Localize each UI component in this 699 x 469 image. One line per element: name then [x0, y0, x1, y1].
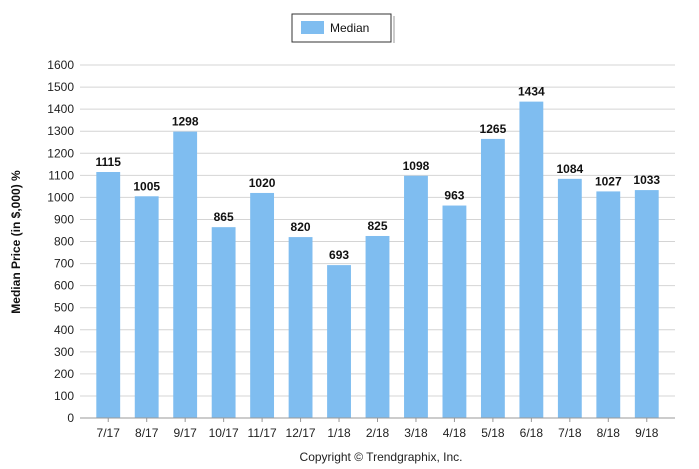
x-tick-label: 4/18 — [443, 426, 467, 440]
bar-9/18 — [634, 190, 659, 418]
bar-10/17 — [211, 227, 236, 418]
data-label-9/17: 1298 — [172, 115, 199, 129]
x-tick-label: 2/18 — [366, 426, 390, 440]
data-labels: 1115 1005 1298 865 1020 820 693 825 1098 963 1265 1… — [96, 85, 661, 262]
data-label-8/17: 1005 — [133, 179, 160, 193]
x-tick-label: 11/17 — [248, 426, 277, 440]
y-tick-label: 1000 — [47, 190, 74, 204]
bar-8/18 — [596, 191, 621, 418]
y-tick-label: 100 — [54, 389, 74, 403]
legend: Median — [291, 13, 395, 43]
y-tick-label: 0 — [67, 411, 74, 425]
x-tick-label: 7/18 — [558, 426, 582, 440]
data-label-4/18: 963 — [444, 189, 464, 203]
y-tick-label: 1500 — [47, 80, 74, 94]
legend-swatch — [301, 21, 324, 34]
y-tick-label: 1200 — [47, 146, 74, 160]
y-tick-label: 1600 — [47, 58, 74, 72]
data-label-6/18: 1434 — [518, 85, 545, 99]
x-tick-label: 8/17 — [135, 426, 159, 440]
x-tick-label: 9/17 — [173, 426, 197, 440]
x-tick-label: 6/18 — [520, 426, 544, 440]
bar-7/18 — [557, 178, 582, 418]
bar-7/17 — [96, 172, 121, 418]
data-label-2/18: 825 — [367, 219, 387, 233]
data-label-12/17: 820 — [291, 220, 311, 234]
x-tick-label: 1/18 — [327, 426, 351, 440]
data-label-7/18: 1084 — [556, 162, 583, 176]
bar-6/18 — [519, 101, 544, 418]
bar-11/17 — [250, 192, 275, 418]
bar-5/18 — [480, 138, 505, 419]
y-tick-label: 500 — [54, 301, 74, 315]
data-label-10/17: 865 — [214, 210, 234, 224]
data-label-5/18: 1265 — [480, 122, 507, 136]
y-tick-label: 1300 — [47, 124, 74, 138]
x-axis-ticks: 7/17 8/17 9/17 10/17 11/17 12/17 1/18 2/18 3/18 4… — [97, 418, 659, 440]
y-tick-label: 600 — [54, 279, 74, 293]
bar-1/18 — [327, 265, 351, 418]
data-label-11/17: 1020 — [249, 176, 276, 190]
y-axis-label: Median Price (in $,000) % — [9, 170, 23, 314]
x-tick-label: 8/18 — [597, 426, 621, 440]
data-label-7/17: 1115 — [96, 155, 122, 169]
bar-8/17 — [134, 196, 159, 418]
y-tick-label: 300 — [54, 345, 74, 359]
y-tick-label: 1100 — [48, 168, 74, 182]
data-label-1/18: 693 — [329, 248, 349, 262]
y-tick-label: 200 — [54, 367, 74, 381]
x-tick-label: 7/17 — [97, 426, 121, 440]
y-axis-ticks: 0 100 200 300 400 500 600 700 800 900 1000 1100 1200… — [47, 58, 74, 425]
bar-2/18 — [365, 235, 390, 418]
y-tick-label: 1400 — [47, 102, 74, 116]
x-tick-label: 12/17 — [286, 426, 316, 440]
x-tick-label: 5/18 — [481, 426, 505, 440]
copyright-text: Copyright © Trendgraphix, Inc. — [300, 450, 463, 464]
y-tick-label: 700 — [54, 257, 74, 271]
data-label-9/18: 1033 — [633, 173, 660, 187]
y-tick-label: 900 — [54, 212, 74, 226]
x-tick-label: 3/18 — [404, 426, 428, 440]
legend-shadow — [393, 16, 395, 43]
bar-12/17 — [288, 237, 313, 418]
x-tick-label: 9/18 — [635, 426, 659, 440]
legend-label: Median — [330, 21, 369, 35]
data-label-3/18: 1098 — [403, 159, 430, 173]
x-tick-label: 10/17 — [209, 426, 239, 440]
bar-4/18 — [442, 205, 467, 418]
bars — [96, 101, 659, 419]
y-tick-label: 800 — [54, 235, 74, 249]
y-tick-label: 400 — [54, 323, 74, 337]
bar-3/18 — [404, 175, 428, 418]
data-label-8/18: 1027 — [595, 174, 622, 188]
bar-9/17 — [173, 131, 198, 418]
